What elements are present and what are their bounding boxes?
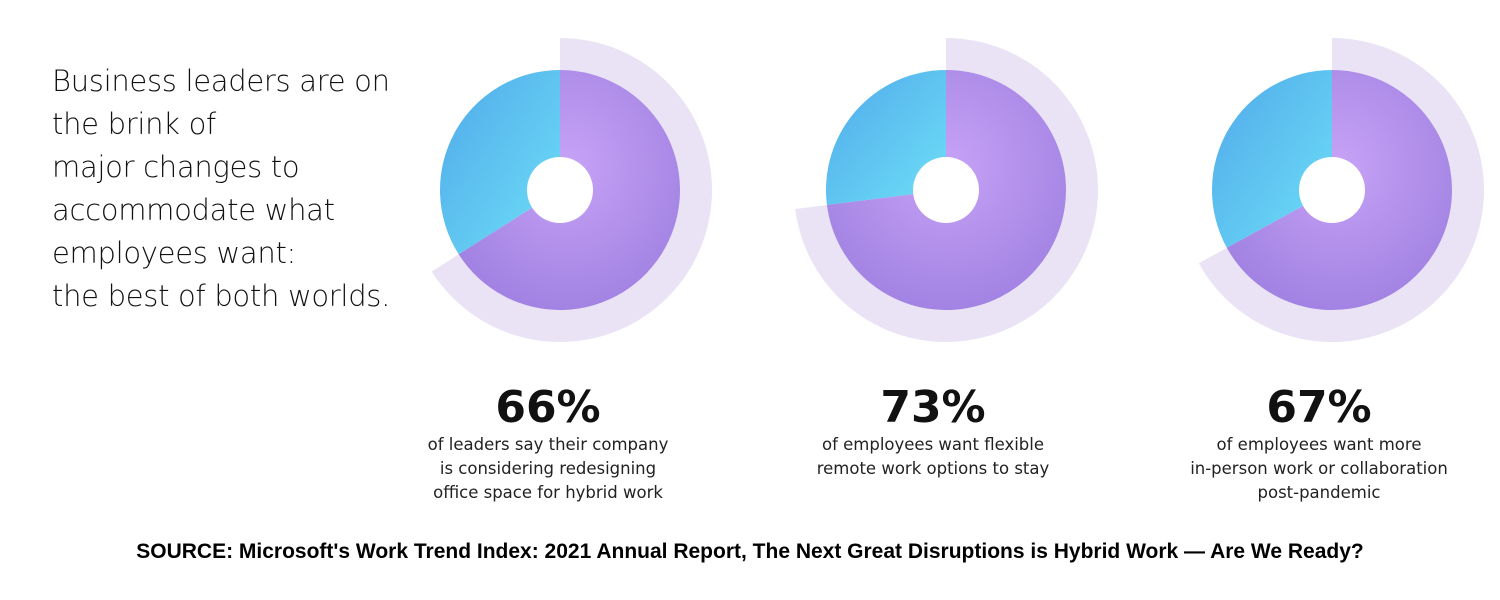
donut-hole — [913, 157, 979, 223]
description-line: of employees want more — [1216, 435, 1422, 454]
description-line: of employees want flexible — [821, 435, 1045, 454]
percent-value: 73% — [880, 382, 986, 433]
description-line: in-person work or collaboration — [1190, 459, 1448, 478]
intro-line: accommodate what — [52, 193, 335, 227]
stat-description: of employees want more in-person work or… — [1139, 433, 1499, 505]
intro-line: the brink of — [52, 107, 216, 141]
intro-line: employees want: — [52, 236, 296, 270]
percent-value: 66% — [495, 382, 601, 433]
intro-text: Business leaders are on the brink of maj… — [52, 60, 392, 318]
donut-hole — [1299, 157, 1365, 223]
description-line: of leaders say their company — [427, 435, 669, 454]
donut-hole — [527, 157, 593, 223]
stat-description: of leaders say their company is consider… — [368, 433, 728, 505]
percent-value: 67% — [1266, 382, 1372, 433]
stat-leaders: 66% of leaders say their company is cons… — [368, 383, 728, 505]
intro-line: the best of both worlds. — [52, 279, 391, 313]
stat-description: of employees want flexible remote work o… — [753, 433, 1113, 481]
intro-line: Business leaders are on — [52, 64, 390, 98]
stat-in-person: 67% of employees want more in-person wor… — [1139, 383, 1499, 505]
stat-flexible: 73% of employees want flexible remote wo… — [753, 383, 1113, 481]
intro-line: major changes to — [52, 150, 300, 184]
donut-chart-leaders — [431, 38, 712, 342]
source-citation: SOURCE: Microsoft's Work Trend Index: 20… — [136, 540, 1364, 563]
description-line: office space for hybrid work — [433, 483, 663, 502]
description-line: remote work options to stay — [816, 459, 1050, 478]
description-line: post-pandemic — [1257, 483, 1381, 502]
donut-chart-in-person — [1198, 38, 1484, 342]
remaining-slice — [439, 70, 560, 255]
remaining-slice — [826, 70, 946, 206]
description-line: is considering redesigning — [439, 459, 657, 478]
donut-chart-flexible — [795, 38, 1099, 342]
